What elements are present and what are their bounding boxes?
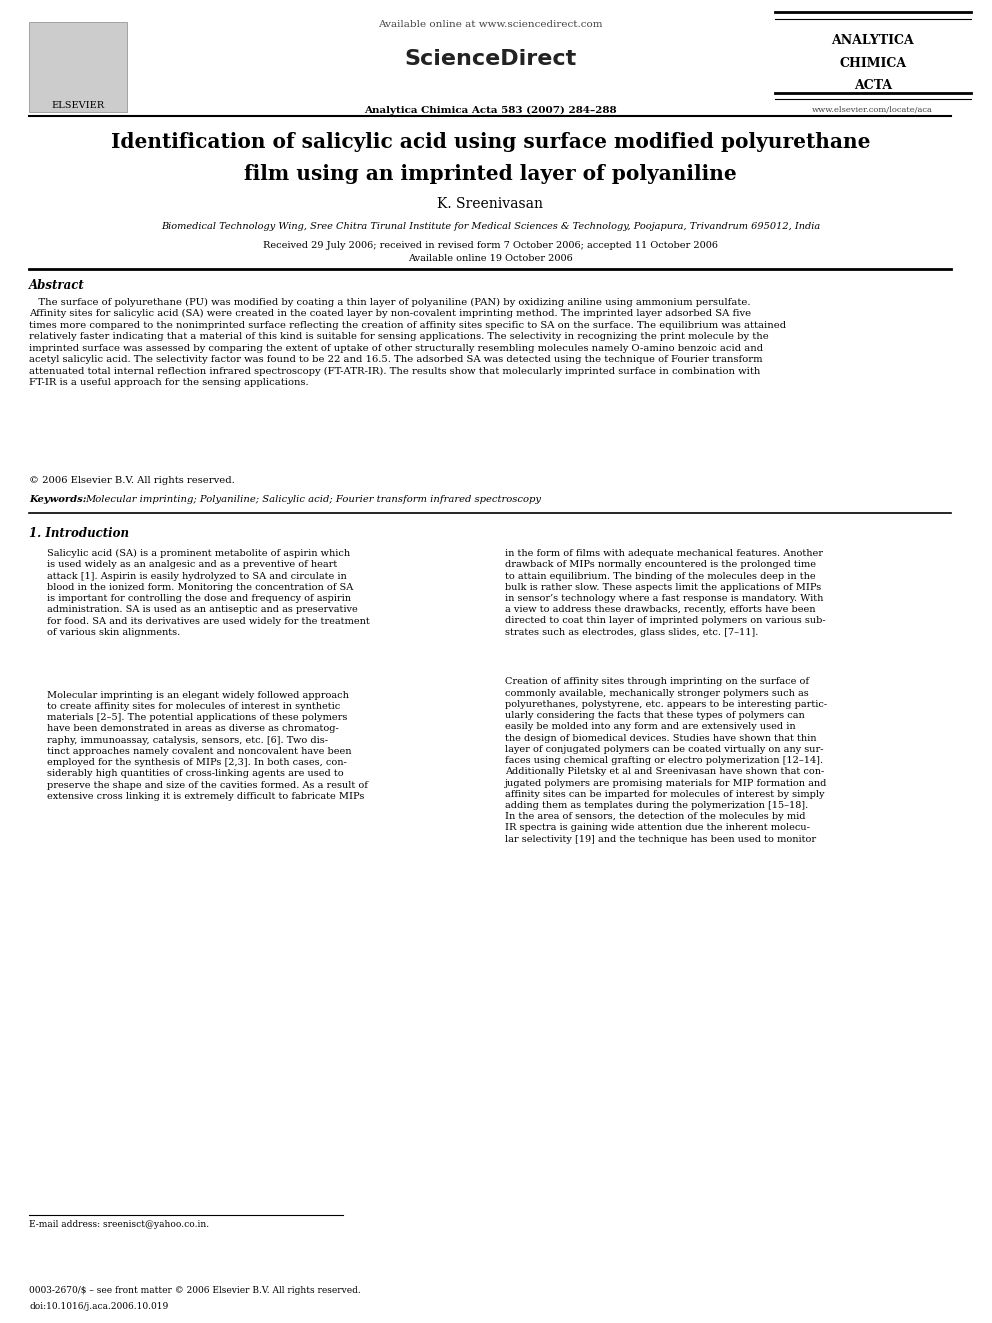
Text: Abstract: Abstract [30, 279, 85, 292]
Text: 1. Introduction: 1. Introduction [30, 527, 129, 540]
Text: Salicylic acid (SA) is a prominent metabolite of aspirin which
is used widely as: Salicylic acid (SA) is a prominent metab… [47, 549, 370, 636]
Text: www.elsevier.com/locate/aca: www.elsevier.com/locate/aca [812, 106, 933, 114]
Text: Keywords:: Keywords: [30, 495, 87, 504]
Text: Analytica Chimica Acta 583 (2007) 284–288: Analytica Chimica Acta 583 (2007) 284–28… [364, 106, 617, 115]
Text: doi:10.1016/j.aca.2006.10.019: doi:10.1016/j.aca.2006.10.019 [30, 1302, 169, 1311]
Text: ScienceDirect: ScienceDirect [404, 49, 576, 69]
Text: in the form of films with adequate mechanical features. Another
drawback of MIPs: in the form of films with adequate mecha… [505, 549, 825, 636]
Text: K. Sreenivasan: K. Sreenivasan [437, 197, 544, 212]
Text: ACTA: ACTA [854, 79, 892, 93]
Text: CHIMICA: CHIMICA [839, 57, 907, 70]
Text: Identification of salicylic acid using surface modified polyurethane: Identification of salicylic acid using s… [110, 132, 870, 152]
Text: The surface of polyurethane (PU) was modified by coating a thin layer of polyani: The surface of polyurethane (PU) was mod… [30, 298, 787, 388]
Text: ELSEVIER: ELSEVIER [52, 101, 105, 110]
Text: Available online at www.sciencedirect.com: Available online at www.sciencedirect.co… [378, 20, 602, 29]
Text: Creation of affinity sites through imprinting on the surface of
commonly availab: Creation of affinity sites through impri… [505, 677, 827, 844]
Text: 0003-2670/$ – see front matter © 2006 Elsevier B.V. All rights reserved.: 0003-2670/$ – see front matter © 2006 El… [30, 1286, 361, 1295]
Text: Biomedical Technology Wing, Sree Chitra Tirunal Institute for Medical Sciences &: Biomedical Technology Wing, Sree Chitra … [161, 222, 820, 232]
Text: Available online 19 October 2006: Available online 19 October 2006 [408, 254, 572, 263]
Text: Molecular imprinting; Polyaniline; Salicylic acid; Fourier transform infrared sp: Molecular imprinting; Polyaniline; Salic… [85, 495, 542, 504]
Text: Molecular imprinting is an elegant widely followed approach
to create affinity s: Molecular imprinting is an elegant widel… [47, 691, 368, 800]
Text: Received 29 July 2006; received in revised form 7 October 2006; accepted 11 Octo: Received 29 July 2006; received in revis… [263, 241, 718, 250]
Text: E-mail address: sreenisct@yahoo.co.in.: E-mail address: sreenisct@yahoo.co.in. [30, 1220, 209, 1229]
Text: film using an imprinted layer of polyaniline: film using an imprinted layer of polyani… [244, 164, 737, 184]
Text: © 2006 Elsevier B.V. All rights reserved.: © 2006 Elsevier B.V. All rights reserved… [30, 476, 235, 486]
Text: ANALYTICA: ANALYTICA [831, 34, 914, 48]
FancyBboxPatch shape [30, 22, 128, 112]
